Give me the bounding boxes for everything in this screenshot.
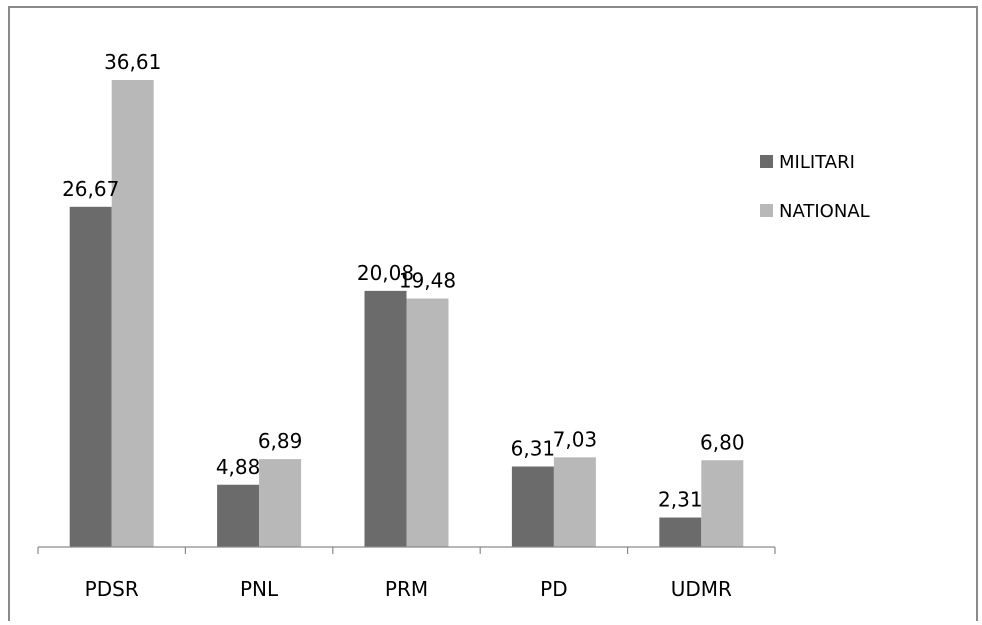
chart-frame bbox=[8, 6, 978, 621]
bar-militari-prm bbox=[364, 290, 407, 547]
legend: MILITARI NATIONAL bbox=[760, 152, 870, 222]
bar-militari-udmr bbox=[659, 517, 702, 547]
category-label-udmr: UDMR bbox=[671, 577, 732, 601]
category-label-pdsr: PDSR bbox=[85, 577, 139, 601]
bar-militari-pd bbox=[511, 466, 554, 547]
x-axis-ticks bbox=[37, 547, 776, 554]
value-label-national-prm: 19,48 bbox=[399, 269, 456, 293]
value-label-militari-pd: 6,31 bbox=[511, 437, 556, 461]
value-label-militari-pdsr: 26,67 bbox=[62, 177, 119, 201]
bar-militari-pdsr bbox=[69, 206, 112, 547]
bar-national-udmr bbox=[701, 460, 744, 547]
value-label-national-pnl: 6,89 bbox=[258, 429, 303, 453]
legend-label-national: NATIONAL bbox=[779, 201, 870, 222]
legend-swatch-national bbox=[760, 204, 773, 217]
value-label-militari-pnl: 4,88 bbox=[216, 455, 261, 479]
category-label-pd: PD bbox=[540, 577, 567, 601]
value-label-militari-prm: 20,08 bbox=[357, 261, 414, 285]
legend-label-militari: MILITARI bbox=[779, 152, 855, 173]
bars-group bbox=[69, 80, 744, 547]
category-label-pnl: PNL bbox=[240, 577, 279, 601]
bar-national-pnl bbox=[259, 459, 302, 547]
bar-national-pd bbox=[553, 457, 596, 547]
value-label-national-pdsr: 36,61 bbox=[104, 50, 161, 74]
category-labels-group: PDSR PNL PRM PD UDMR bbox=[85, 577, 732, 601]
bar-national-pdsr bbox=[111, 80, 154, 547]
legend-swatch-militari bbox=[760, 155, 773, 168]
bar-militari-pnl bbox=[217, 484, 260, 547]
bar-national-prm bbox=[406, 298, 449, 547]
category-label-prm: PRM bbox=[385, 577, 428, 601]
value-label-militari-udmr: 2,31 bbox=[658, 488, 703, 512]
value-label-national-udmr: 6,80 bbox=[700, 430, 745, 454]
value-label-national-pd: 7,03 bbox=[553, 427, 598, 451]
